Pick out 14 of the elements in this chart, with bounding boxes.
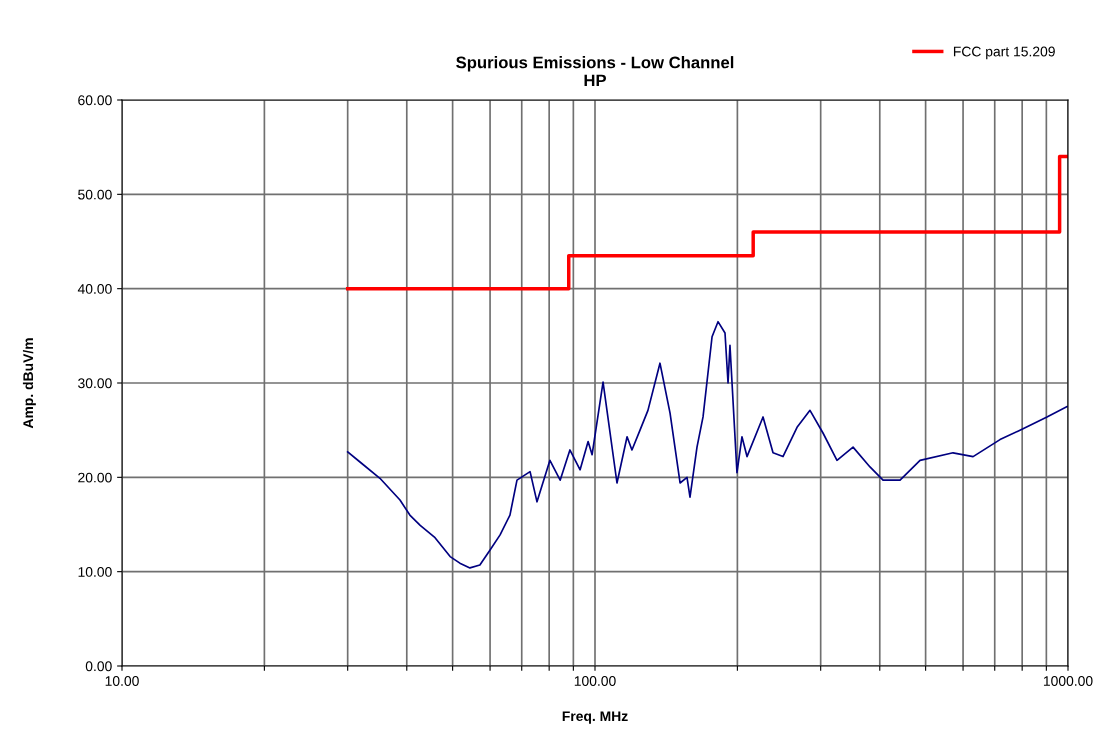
legend-label: FCC part 15.209: [953, 46, 1055, 60]
y-tick-label: 30.00: [78, 378, 112, 389]
y-tick-label: 40.00: [77, 284, 112, 294]
x-axis-title: Freq. MHz: [562, 711, 628, 724]
y-tick-label: 60.00: [78, 95, 112, 106]
x-tick-label: 1000.00: [1043, 676, 1093, 686]
y-tick-label: 10.00: [78, 567, 112, 577]
x-tick-label: 100.00: [574, 676, 616, 686]
y-tick-label: 0.00: [85, 661, 112, 672]
chart-title: Spurious Emissions - Low Channel HP: [456, 56, 734, 87]
y-tick-label: 20.00: [78, 472, 112, 483]
x-tick-label: 10.00: [105, 676, 139, 686]
y-axis-title: Amp. dBuV/m: [22, 338, 36, 429]
y-tick-label: 50.00: [78, 189, 112, 200]
